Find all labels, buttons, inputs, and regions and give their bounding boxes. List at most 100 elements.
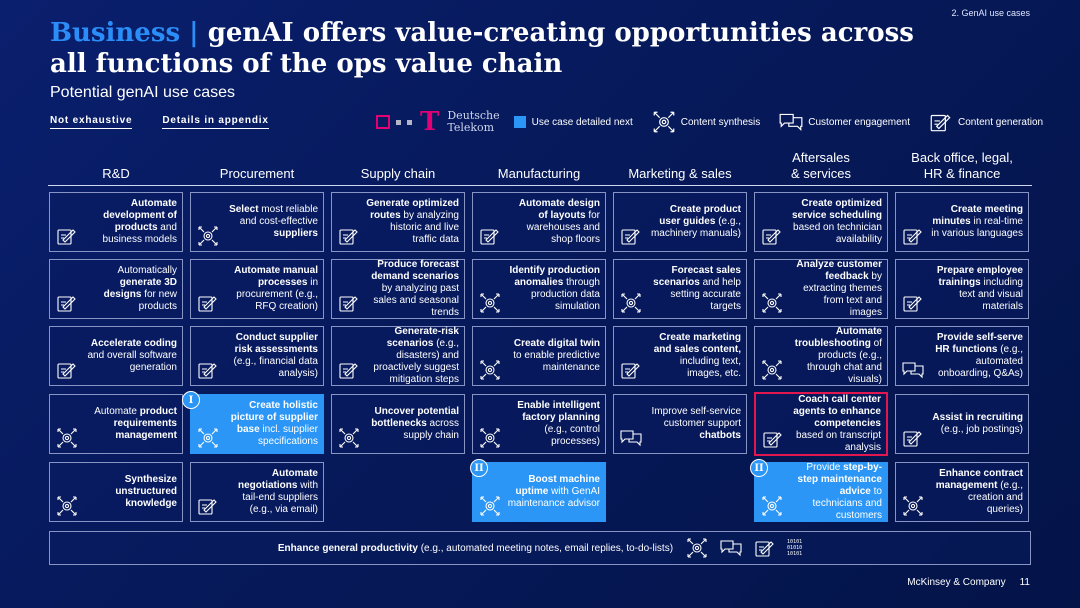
use-case-card[interactable]: Create digital twin to enable predictive…: [472, 326, 606, 386]
legend-engagement-label: Customer engagement: [808, 116, 910, 128]
legend-generation: Content generation: [928, 110, 1043, 134]
use-case-card-highlighted[interactable]: Boost machine uptime with GenAI maintena…: [472, 462, 606, 522]
badge-two: II: [470, 459, 488, 477]
use-case-card[interactable]: Generate optimized routes by analyzing h…: [331, 192, 465, 252]
card-rest: with tail-end suppliers (e.g., via email…: [242, 480, 318, 515]
binary-line: 10101: [787, 539, 803, 545]
badge-one: I: [182, 391, 200, 409]
customer-engagement-icon: [720, 540, 742, 556]
use-case-card[interactable]: Synthesize unstructured knowledge: [49, 462, 183, 522]
use-case-card[interactable]: Automate manual processes in procurement…: [190, 259, 324, 319]
legend-generation-label: Content generation: [958, 116, 1044, 128]
card-text: Provide self-serve HR functions (e.g., a…: [930, 332, 1023, 380]
card-rest: incl. supplier specifications: [257, 424, 318, 447]
card-bold: Prepare employee trainings: [936, 265, 1023, 288]
use-case-card[interactable]: Analyze customer feedback by extracting …: [754, 259, 888, 319]
use-case-card[interactable]: Conduct supplier risk assessments (e.g.,…: [190, 326, 324, 386]
card-bold: Automate design of layouts: [518, 198, 600, 221]
logo-text: Deutsche Telekom: [447, 110, 499, 134]
customer-engagement-icon: [620, 430, 642, 446]
customer-engagement-icon: [902, 362, 924, 378]
card-text: Uncover potential bottlenecks across sup…: [366, 406, 459, 442]
card-pre: Automatically: [117, 265, 177, 276]
use-case-card[interactable]: Automate design of layouts for warehouse…: [472, 192, 606, 252]
content-synthesis-icon: [653, 111, 675, 133]
use-case-card[interactable]: Produce forecast demand scenarios by ana…: [331, 259, 465, 319]
use-case-card[interactable]: Assist in recruiting (e.g., job postings…: [895, 394, 1029, 454]
legend-swatch: [513, 116, 526, 128]
use-case-card[interactable]: Automate product requirements management: [49, 394, 183, 454]
use-case-card[interactable]: Enhance contract management (e.g., creat…: [895, 462, 1029, 522]
use-case-card-telekom[interactable]: Coach call center agents to enhance comp…: [754, 392, 888, 456]
card-text: Prepare employee trainings including tex…: [930, 265, 1023, 313]
card-bold: Generate optimized routes: [366, 198, 459, 221]
card-bold: Forecast sales scenarios: [653, 265, 741, 288]
use-case-card[interactable]: Create optimized service scheduling base…: [754, 192, 888, 252]
use-case-card[interactable]: Select most reliable and cost-effective …: [190, 192, 324, 252]
title-accent: Business |: [50, 18, 199, 48]
logo-line-2: Telekom: [447, 121, 495, 134]
content-generation-icon: [339, 229, 358, 245]
card-text: Produce forecast demand scenarios by ana…: [366, 259, 459, 319]
content-generation-icon: [930, 114, 951, 132]
use-case-card[interactable]: Automate troubleshooting of products (e.…: [754, 326, 888, 386]
legend: T Deutsche Telekom Use case detailed nex…: [376, 108, 1061, 136]
card-rest: of products (e.g., through chat and visu…: [806, 338, 882, 385]
flags: Not exhaustive Details in appendix: [50, 115, 269, 129]
use-case-card[interactable]: Uncover potential bottlenecks across sup…: [331, 394, 465, 454]
card-bold: Analyze customer feedback: [796, 259, 882, 282]
use-case-card-highlighted[interactable]: Create holistic picture of supplier base…: [190, 394, 324, 454]
use-case-card[interactable]: Provide self-serve HR functions (e.g., a…: [895, 326, 1029, 386]
card-rest: for new products: [138, 289, 177, 312]
card-bold: Automate negotiations: [237, 468, 318, 491]
card-bold: Boost machine uptime: [515, 474, 600, 497]
card-bold: Accelerate coding: [90, 338, 177, 349]
card-bold: Automate development of products: [103, 198, 177, 233]
content-generation-icon: [762, 229, 781, 245]
use-case-card[interactable]: Automate negotiations with tail-end supp…: [190, 462, 324, 522]
use-case-card[interactable]: Generate-risk scenarios (e.g., disasters…: [331, 326, 465, 386]
card-rest: (e.g., control processes): [544, 424, 600, 447]
use-case-card[interactable]: Create product user guides (e.g., machin…: [613, 192, 747, 252]
card-text: Create product user guides (e.g., machin…: [648, 204, 741, 240]
footer-company: McKinsey & Company: [907, 577, 1006, 588]
column-header-procurement: Procurement: [219, 166, 295, 181]
content-synthesis-icon: [198, 226, 218, 246]
card-bold: Synthesize unstructured knowledge: [115, 474, 177, 509]
content-generation-icon: [621, 363, 640, 379]
use-case-card[interactable]: Forecast sales scenarios and help settin…: [613, 259, 747, 319]
use-case-card[interactable]: Automate development of products and bus…: [49, 192, 183, 252]
general-productivity-bar[interactable]: Enhance general productivity (e.g., auto…: [49, 531, 1031, 565]
card-rest: for warehouses and shop floors: [526, 210, 600, 245]
card-text: Create holistic picture of supplier base…: [225, 400, 318, 448]
content-synthesis-icon: [687, 538, 707, 558]
logo-t: T: [420, 107, 440, 137]
legend-synthesis: Content synthesis: [651, 110, 760, 134]
card-text: Create meeting minutes in real-time in v…: [930, 204, 1023, 240]
content-generation-icon: [198, 363, 217, 379]
card-rest: and business models: [102, 222, 177, 245]
flag-details-appendix: Details in appendix: [162, 115, 269, 129]
card-bold: Conduct supplier risk assessments: [234, 332, 318, 355]
card-rest: through production data simulation: [531, 277, 600, 312]
productivity-icons: 10101 01010 10101: [685, 537, 802, 559]
use-case-card-highlighted[interactable]: Provide step-by-step maintenance advice …: [754, 462, 888, 522]
content-generation-icon: [57, 296, 76, 312]
card-rest: including text, images, etc.: [679, 356, 741, 379]
card-rest: by extracting themes from text and image…: [803, 271, 882, 318]
card-text: Analyze customer feedback by extracting …: [789, 259, 882, 319]
use-case-card[interactable]: Improve self-service customer support ch…: [613, 394, 747, 454]
use-case-card[interactable]: Enable intelligent factory planning (e.g…: [472, 394, 606, 454]
use-case-card[interactable]: Identify production anomalies through pr…: [472, 259, 606, 319]
use-case-card[interactable]: Create marketing and sales content, incl…: [613, 326, 747, 386]
card-bold: Automate manual processes: [234, 265, 318, 288]
content-generation-icon: [903, 431, 922, 447]
use-case-card[interactable]: Accelerate coding and overall software g…: [49, 326, 183, 386]
use-case-card[interactable]: Automatically generate 3D designs for ne…: [49, 259, 183, 319]
content-synthesis-icon: [480, 428, 500, 448]
use-case-card[interactable]: Prepare employee trainings including tex…: [895, 259, 1029, 319]
logo-dot: [396, 119, 401, 125]
card-bold: Create optimized service scheduling: [791, 198, 882, 221]
use-case-card[interactable]: Create meeting minutes in real-time in v…: [895, 192, 1029, 252]
card-rest: and overall software generation: [87, 350, 178, 373]
